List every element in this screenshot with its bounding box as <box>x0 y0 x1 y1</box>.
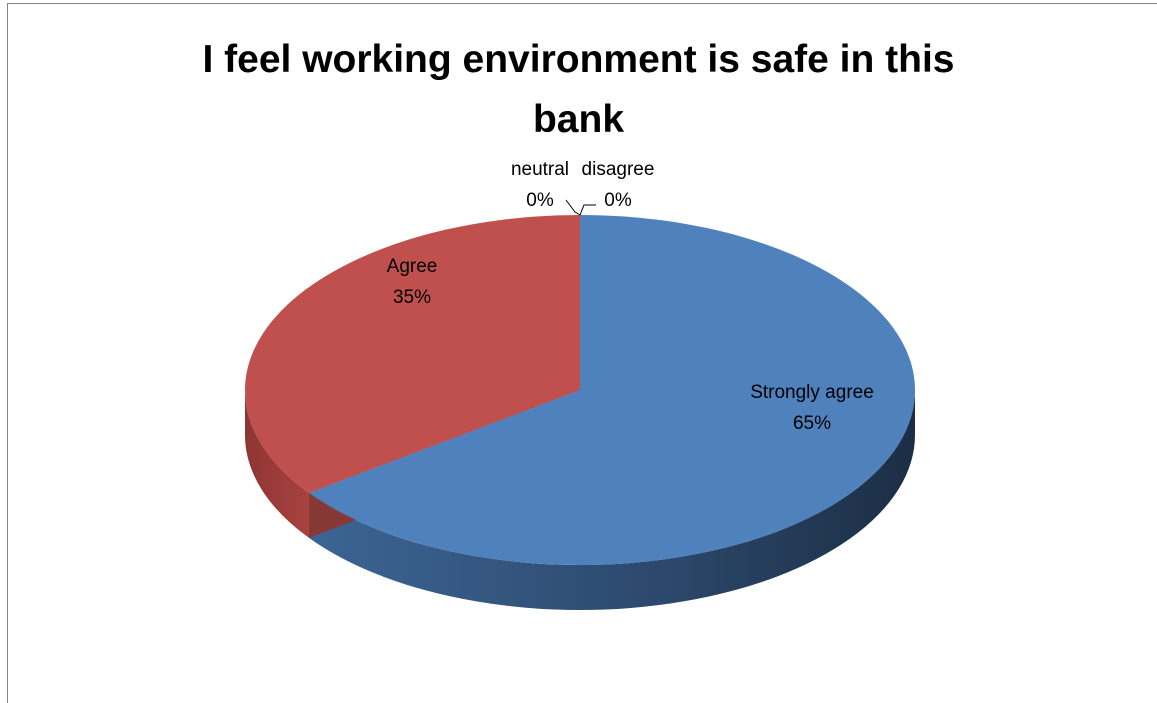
data-label-name-neutral: neutral <box>511 159 569 180</box>
pie-chart: Strongly agree 65% Agree 35% neutral 0% disagr… <box>245 159 915 610</box>
chart-title-line-2: bank <box>532 98 625 141</box>
data-label-value-neutral: 0% <box>526 190 554 211</box>
data-label-value-agree: 35% <box>393 287 431 308</box>
pie-slice-strongly-agree[interactable] <box>308 215 915 565</box>
leader-line-disagree <box>579 204 596 216</box>
data-label-name-agree: Agree <box>387 256 438 277</box>
chart-title-line-1: I feel working environment is safe in th… <box>202 38 955 81</box>
chart-title: I feel working environment is safe in th… <box>0 30 1157 150</box>
data-label-name-disagree: disagree <box>582 159 655 180</box>
chart-title-line-1: I feel working environment is safe in th… <box>202 38 954 141</box>
data-label-value-disagree: 0% <box>604 190 632 211</box>
label-group: Strongly agree 65% Agree 35% neutral 0% disagr… <box>387 159 874 434</box>
pie-slice-agree[interactable] <box>245 215 581 493</box>
leader-line-neutral <box>565 199 581 216</box>
pie-slice-side-strongly-agree <box>308 390 915 610</box>
pie-slice-side-agree <box>245 390 309 538</box>
pie-group <box>245 215 915 610</box>
data-label-name-strongly-agree: Strongly agree <box>750 382 874 403</box>
data-label-value-strongly-agree: 65% <box>793 413 831 434</box>
